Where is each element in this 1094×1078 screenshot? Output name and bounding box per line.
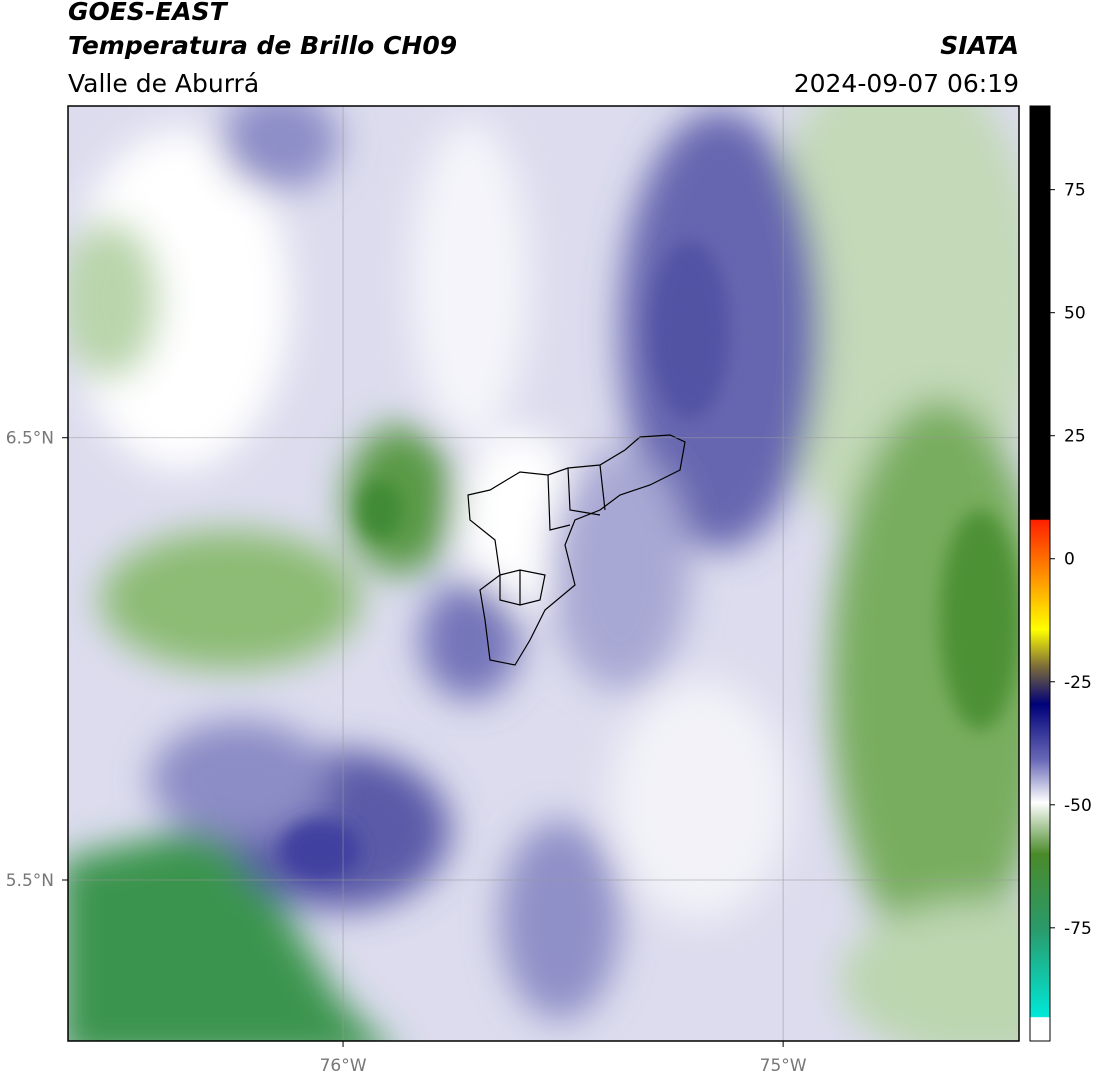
x-tick-label: 76°W	[320, 1056, 367, 1076]
title: GOES-EAST	[68, 0, 229, 26]
x-tick-label: 75°W	[760, 1056, 807, 1076]
timestamp: 2024-09-07 06:19	[794, 69, 1019, 98]
subtitle: Temperatura de Brillo CH09	[68, 31, 457, 60]
map-frame	[67, 105, 1020, 1042]
colorbar-tick-label: 50	[1064, 304, 1086, 324]
region: Valle de Aburrá	[68, 69, 259, 98]
colorbar-tick-label: 25	[1064, 427, 1086, 447]
colorbar-ticks: 75 50 25 0 -25 -50 -75	[1050, 181, 1092, 939]
map-field	[68, 106, 1019, 1041]
colorbar-tick-label: -75	[1064, 919, 1092, 939]
basin-outline	[467, 434, 686, 666]
source: SIATA	[940, 31, 1019, 60]
grid	[68, 106, 1019, 1041]
colorbar	[1029, 105, 1051, 1042]
colorbar-tick-label: 0	[1064, 550, 1075, 570]
y-tick-label: 5.5°N	[6, 871, 54, 891]
colorbar-tick-label: -25	[1064, 673, 1092, 693]
y-tick-label: 6.5°N	[6, 429, 54, 449]
colorbar-tick-label: -50	[1064, 796, 1092, 816]
colorbar-tick-label: 75	[1064, 181, 1086, 201]
